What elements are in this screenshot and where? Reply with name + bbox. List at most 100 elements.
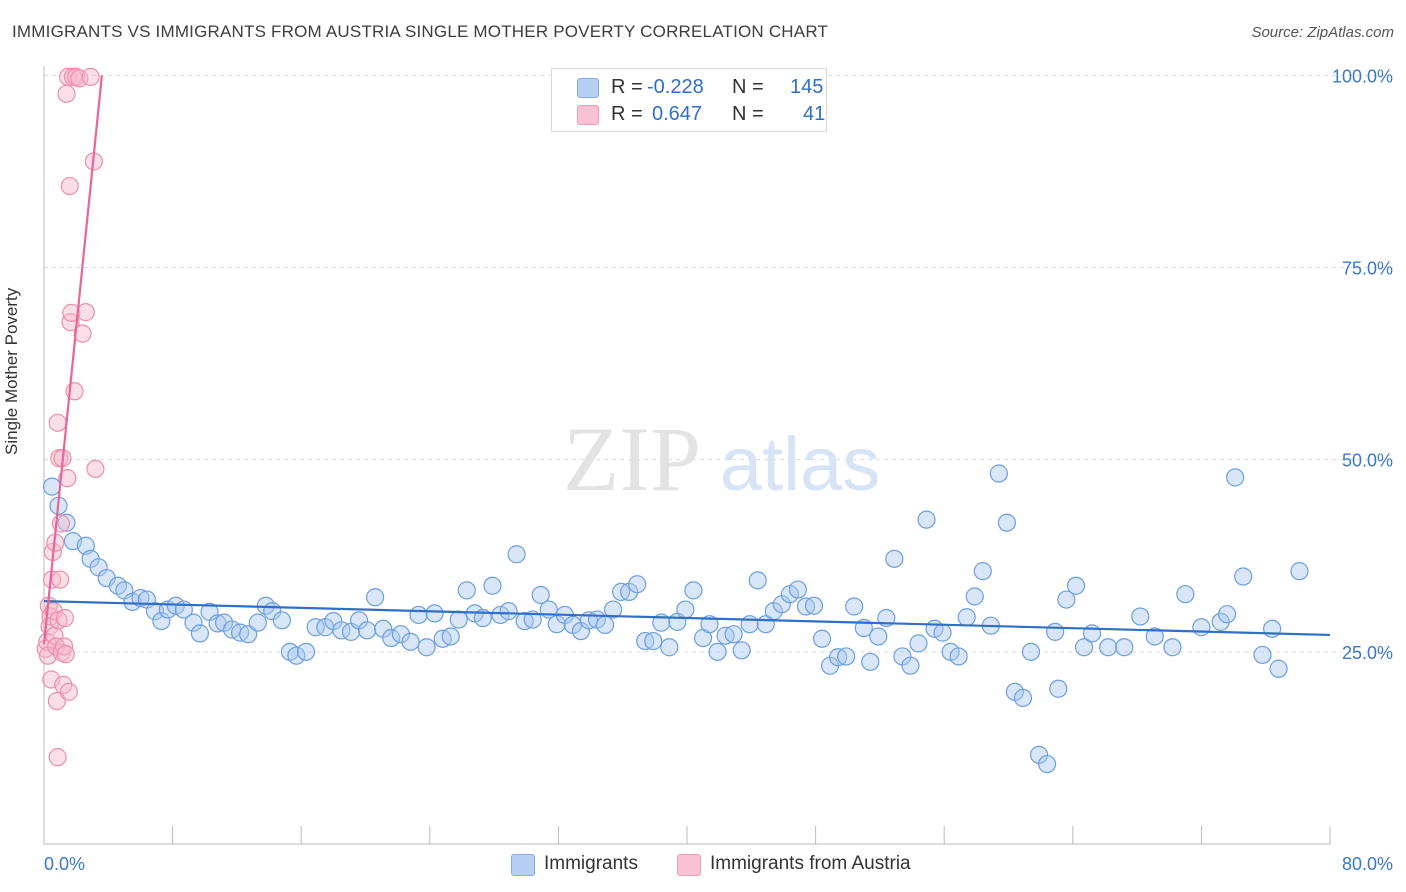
data-point <box>1263 619 1282 638</box>
data-point <box>50 570 70 589</box>
data-point <box>401 632 420 651</box>
data-point <box>54 637 74 656</box>
series-austria <box>36 67 105 767</box>
data-point <box>1057 590 1076 609</box>
data-point <box>358 621 377 640</box>
tick-labels: 25.0% 50.0% 75.0% 100.0% 0.0% 80.0% <box>44 66 1393 874</box>
data-point <box>1290 562 1309 581</box>
data-point <box>885 549 904 568</box>
data-point <box>296 642 316 661</box>
watermark-atlas: atlas <box>720 422 881 507</box>
x-tick-label: 0.0% <box>44 854 85 874</box>
data-point <box>44 602 63 621</box>
data-point <box>42 477 62 496</box>
data-point <box>997 513 1016 532</box>
data-point <box>1074 638 1094 657</box>
data-point <box>804 596 824 615</box>
trend-lines <box>42 75 1331 645</box>
data-point <box>60 176 79 196</box>
data-point <box>748 571 767 590</box>
data-point <box>700 615 719 634</box>
data-point <box>425 604 444 623</box>
data-point <box>61 313 80 332</box>
data-point <box>957 608 976 627</box>
data-point <box>48 413 67 432</box>
data-point <box>76 303 95 322</box>
legend-swatch-immigrants <box>577 78 599 98</box>
data-point <box>248 613 267 632</box>
data-point <box>740 615 759 634</box>
data-point <box>57 84 76 103</box>
data-point <box>1066 576 1086 595</box>
data-point <box>523 610 542 629</box>
data-point <box>965 587 984 606</box>
data-point <box>73 324 92 343</box>
r-label: R = <box>611 76 643 98</box>
x-tick-label: 80.0% <box>1342 854 1393 874</box>
series-immigrants <box>42 464 1309 774</box>
y-tick-label: 100.0% <box>1332 66 1393 86</box>
data-point <box>38 632 57 651</box>
data-point <box>56 645 75 664</box>
data-point <box>57 513 76 532</box>
data-point <box>708 642 727 661</box>
data-point <box>1131 607 1150 626</box>
n-value: 41 <box>803 103 826 125</box>
data-point <box>184 613 203 632</box>
grid-lines <box>44 74 1390 653</box>
data-point <box>190 624 210 643</box>
data-point <box>1013 688 1033 708</box>
legend-swatch-austria <box>677 854 701 876</box>
r-label: R = <box>611 103 643 125</box>
legend-label: Immigrants <box>544 853 638 874</box>
data-point <box>47 691 66 711</box>
data-point <box>499 602 518 621</box>
data-point <box>287 646 306 665</box>
data-point <box>42 670 61 689</box>
data-point <box>1253 645 1272 665</box>
data-point <box>933 623 952 642</box>
data-point <box>812 629 832 648</box>
data-point <box>989 464 1008 483</box>
axes <box>43 66 1331 845</box>
data-point <box>595 615 615 635</box>
data-point <box>366 588 385 607</box>
data-point <box>732 641 751 660</box>
data-point <box>1234 567 1253 586</box>
data-point <box>1049 679 1068 698</box>
data-point <box>603 600 623 619</box>
data-point <box>1099 638 1118 657</box>
y-tick-label: 50.0% <box>1342 451 1393 471</box>
data-point <box>676 600 695 619</box>
data-point <box>457 581 476 600</box>
data-point <box>306 618 325 637</box>
data-point <box>483 576 502 595</box>
data-point <box>62 303 81 322</box>
data-point <box>909 634 928 653</box>
data-point <box>837 647 856 666</box>
chart-title: IMMIGRANTS VS IMMIGRANTS FROM AUSTRIA SI… <box>12 22 829 41</box>
data-point <box>1192 618 1211 637</box>
data-point <box>788 580 808 599</box>
data-points <box>36 67 1309 774</box>
data-point <box>644 631 663 651</box>
data-point <box>441 627 460 646</box>
data-point <box>1269 659 1288 678</box>
data-point <box>507 545 526 564</box>
legend-label: Immigrants from Austria <box>710 853 911 874</box>
data-point <box>417 638 436 657</box>
n-label: N = <box>732 103 764 125</box>
data-point <box>152 611 171 631</box>
data-point <box>382 628 401 648</box>
data-point <box>531 585 550 605</box>
data-point <box>59 682 79 701</box>
y-tick-label: 25.0% <box>1342 643 1393 663</box>
data-point <box>684 581 703 600</box>
watermark-zip: ZIP <box>563 408 701 510</box>
trend-line <box>43 600 1331 637</box>
legend-swatch-immigrants <box>511 854 535 876</box>
data-point <box>1115 638 1134 657</box>
data-point <box>973 562 992 581</box>
data-point <box>1163 638 1182 657</box>
